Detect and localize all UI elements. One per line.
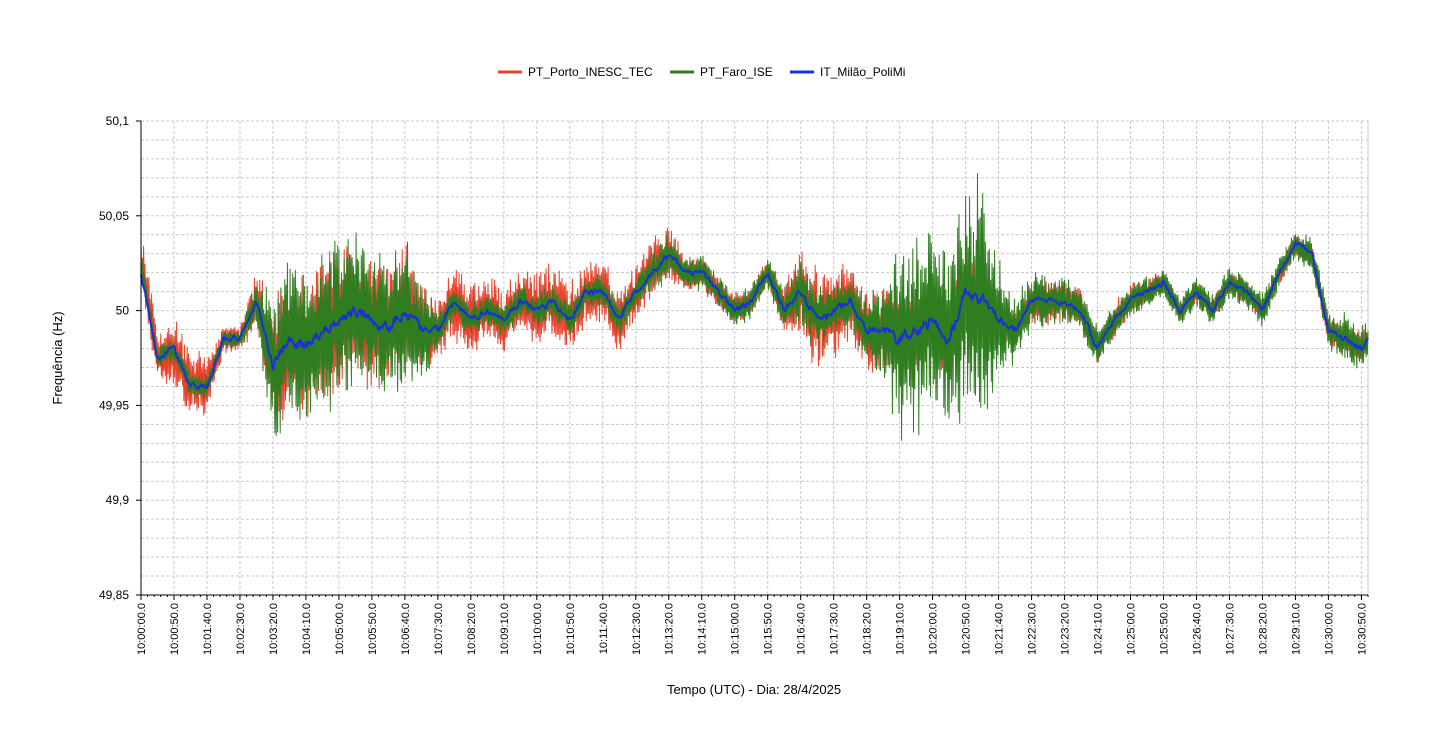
x-tick-label: 10:11:40.0 <box>598 603 610 654</box>
x-tick-label: 10:30:00.0 <box>1323 603 1335 655</box>
axes: 50,1 50,05 50 49,95 49,9 49,85 10:00:00.0 10:00… <box>99 114 1369 655</box>
x-tick-label: 10:12:30.0 <box>631 603 643 655</box>
x-tick-label: 10:25:50.0 <box>1159 603 1171 655</box>
x-tick-label: 10:15:50.0 <box>763 603 775 655</box>
legend-label-1: PT_Porto_INESC_TEC <box>528 65 653 79</box>
x-tick-label: 10:05:00.0 <box>334 603 346 655</box>
series-layer <box>140 173 1369 441</box>
x-tick-label: 10:26:40.0 <box>1191 603 1203 655</box>
x-tick-label: 10:20:50.0 <box>961 603 973 655</box>
x-tick-label: 10:18:20.0 <box>862 603 874 655</box>
x-tick-label: 10:22:30.0 <box>1027 603 1039 655</box>
x-tick-label: 10:14:10.0 <box>697 603 709 655</box>
x-axis-title: Tempo (UTC) - Dia: 28/4/2025 <box>667 682 841 697</box>
legend-label-2: PT_Faro_ISE <box>700 65 773 79</box>
x-tick-label: 10:29:10.0 <box>1290 603 1302 655</box>
x-tick-label: 10:30:50.0 <box>1356 603 1368 655</box>
x-tick-label: 10:02:30.0 <box>235 603 247 655</box>
y-axis-title: Frequência (Hz) <box>50 311 65 404</box>
x-tick-label: 10:04:10.0 <box>301 603 313 655</box>
x-tick-label: 10:13:20.0 <box>664 603 676 655</box>
x-tick-label: 10:10:50.0 <box>565 603 577 655</box>
y-tick-label: 50,1 <box>106 114 130 128</box>
x-tick-label: 10:17:30.0 <box>829 603 841 655</box>
x-tick-label: 10:07:30.0 <box>433 603 445 655</box>
legend-label-3: IT_Milão_PoliMi <box>820 65 905 79</box>
x-tick-label: 10:00:50.0 <box>169 603 181 655</box>
x-tick-label: 10:16:40.0 <box>796 603 808 655</box>
x-tick-label: 10:25:00.0 <box>1126 603 1138 655</box>
x-tick-label: 10:09:10.0 <box>499 603 511 655</box>
x-tick-label: 10:20:00.0 <box>928 603 940 655</box>
x-tick-label: 10:10:00.0 <box>532 603 544 655</box>
x-tick-label: 10:15:00.0 <box>730 603 742 655</box>
x-tick-label: 10:01:40.0 <box>202 603 214 655</box>
x-tick-label: 10:28:20.0 <box>1257 603 1269 655</box>
x-tick-label: 10:03:20.0 <box>268 603 280 655</box>
series-line-2 <box>140 173 1369 441</box>
x-tick-label: 10:08:20.0 <box>466 603 478 655</box>
x-tick-label: 10:19:10.0 <box>895 603 907 655</box>
y-tick-label: 50 <box>116 304 130 318</box>
x-tick-label: 10:21:40.0 <box>994 603 1006 655</box>
y-tick-label: 50,05 <box>99 209 129 223</box>
grid <box>140 120 1369 596</box>
y-tick-label: 49,9 <box>106 493 130 507</box>
x-tick-label: 10:23:20.0 <box>1060 603 1072 655</box>
x-tick-label: 10:24:10.0 <box>1093 603 1105 655</box>
x-tick-label: 10:05:50.0 <box>367 603 379 655</box>
y-tick-label: 49,95 <box>99 398 129 412</box>
x-tick-label: 10:00:00.0 <box>136 603 148 655</box>
legend: PT_Porto_INESC_TEC PT_Faro_ISE IT_Milão_Po… <box>498 65 905 79</box>
y-tick-label: 49,85 <box>99 588 129 602</box>
x-tick-label: 10:06:40.0 <box>400 603 412 655</box>
x-tick-label: 10:27:30.0 <box>1224 603 1236 655</box>
series-line-3 <box>140 241 1369 390</box>
